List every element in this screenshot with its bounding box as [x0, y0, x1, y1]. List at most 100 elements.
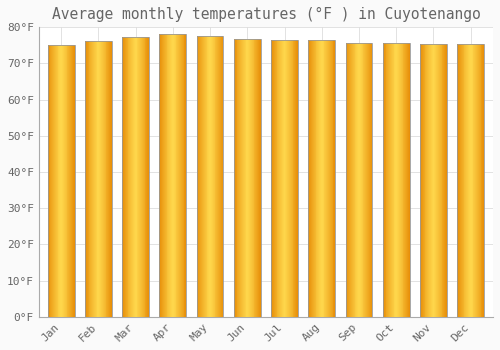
Bar [85, 41, 86, 317]
Bar [361, 43, 362, 317]
Bar [353, 43, 354, 317]
Bar [72, 45, 73, 317]
Bar [404, 43, 405, 317]
Bar [174, 34, 176, 317]
Bar [392, 43, 394, 317]
Bar [439, 44, 440, 317]
Bar [348, 43, 349, 317]
Bar [211, 36, 212, 317]
Bar [91, 41, 92, 317]
Bar [136, 37, 138, 317]
Bar [320, 40, 321, 317]
Bar [476, 44, 477, 317]
Bar [172, 34, 173, 317]
Bar [122, 37, 149, 317]
Bar [220, 36, 221, 317]
Bar [98, 41, 100, 317]
Bar [238, 39, 240, 317]
Bar [130, 37, 131, 317]
Bar [222, 36, 224, 317]
Bar [196, 36, 198, 317]
Bar [475, 44, 476, 317]
Bar [346, 43, 372, 317]
Bar [291, 40, 292, 317]
Bar [442, 44, 444, 317]
Bar [204, 36, 206, 317]
Bar [282, 40, 283, 317]
Bar [221, 36, 222, 317]
Bar [462, 44, 464, 317]
Bar [423, 44, 424, 317]
Bar [308, 40, 335, 317]
Bar [383, 43, 409, 317]
Bar [85, 41, 112, 317]
Bar [181, 34, 182, 317]
Bar [324, 40, 326, 317]
Bar [216, 36, 217, 317]
Bar [106, 41, 108, 317]
Bar [310, 40, 311, 317]
Bar [179, 34, 180, 317]
Bar [252, 39, 254, 317]
Bar [362, 43, 364, 317]
Bar [428, 44, 429, 317]
Bar [311, 40, 312, 317]
Bar [478, 44, 479, 317]
Bar [274, 40, 276, 317]
Bar [360, 43, 361, 317]
Bar [241, 39, 242, 317]
Bar [176, 34, 178, 317]
Bar [198, 36, 200, 317]
Bar [144, 37, 146, 317]
Bar [219, 36, 220, 317]
Bar [349, 43, 350, 317]
Bar [165, 34, 166, 317]
Bar [334, 40, 335, 317]
Bar [308, 40, 310, 317]
Bar [50, 45, 51, 317]
Bar [244, 39, 246, 317]
Bar [464, 44, 466, 317]
Bar [468, 44, 469, 317]
Bar [356, 43, 357, 317]
Bar [60, 45, 61, 317]
Bar [92, 41, 93, 317]
Bar [69, 45, 70, 317]
Bar [429, 44, 430, 317]
Bar [148, 37, 149, 317]
Bar [357, 43, 358, 317]
Bar [446, 44, 447, 317]
Bar [436, 44, 437, 317]
Bar [122, 37, 123, 317]
Bar [329, 40, 330, 317]
Bar [358, 43, 359, 317]
Bar [420, 44, 421, 317]
Bar [249, 39, 250, 317]
Bar [408, 43, 409, 317]
Bar [288, 40, 289, 317]
Bar [251, 39, 252, 317]
Bar [438, 44, 439, 317]
Bar [128, 37, 130, 317]
Bar [434, 44, 436, 317]
Bar [146, 37, 147, 317]
Bar [280, 40, 281, 317]
Bar [426, 44, 427, 317]
Bar [160, 34, 186, 317]
Bar [206, 36, 208, 317]
Bar [294, 40, 296, 317]
Bar [367, 43, 368, 317]
Bar [63, 45, 64, 317]
Bar [314, 40, 316, 317]
Bar [54, 45, 55, 317]
Bar [184, 34, 186, 317]
Bar [248, 39, 249, 317]
Bar [171, 34, 172, 317]
Bar [62, 45, 63, 317]
Bar [366, 43, 367, 317]
Bar [318, 40, 319, 317]
Bar [350, 43, 351, 317]
Bar [469, 44, 470, 317]
Bar [354, 43, 356, 317]
Bar [103, 41, 104, 317]
